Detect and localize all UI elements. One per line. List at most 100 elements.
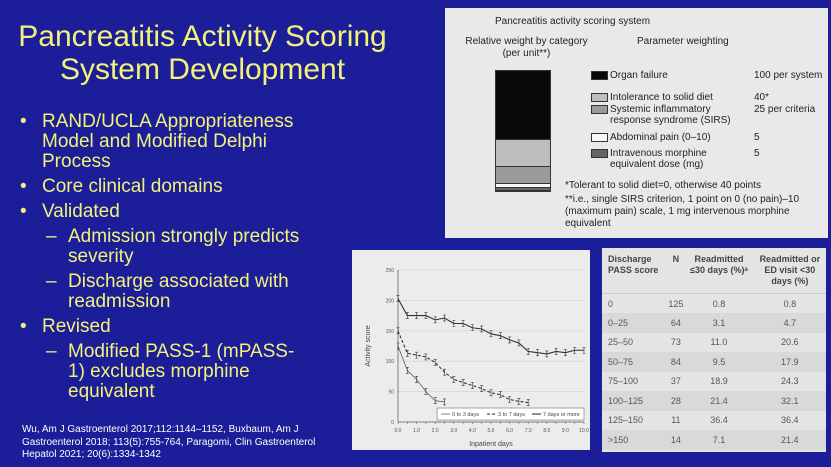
parameter-header: Parameter weighting bbox=[637, 36, 729, 47]
table-cell: 125 bbox=[668, 298, 684, 309]
data-point-errorbar bbox=[508, 396, 512, 403]
table-cell: 75–100 bbox=[608, 376, 639, 387]
parameter-label: Intravenous morphine equivalent dose (mg) bbox=[610, 148, 707, 170]
x-tick-label: 1.0 bbox=[413, 428, 420, 434]
column-header: Readmitted or ED visit <30 days (%) bbox=[753, 248, 826, 294]
series-line bbox=[397, 298, 584, 355]
data-point-errorbar bbox=[489, 330, 493, 338]
x-tick-label: 10.0 bbox=[579, 428, 589, 434]
legend-box bbox=[436, 407, 585, 421]
column-header: Readmitted ≤30 days (%)ᵃ bbox=[684, 248, 754, 294]
activity-score-chart: 0 50 100 150 200 250 0.0 1.0 2.0 3.0 4.0 5.0 6.0 7.0 8… bbox=[352, 250, 590, 450]
data-point-errorbar bbox=[582, 346, 586, 354]
table-cell: 36.4 bbox=[781, 415, 799, 426]
data-point-errorbar bbox=[536, 349, 539, 356]
x-tick-label: 6.0 bbox=[506, 428, 513, 434]
column-header: Discharge PASS score bbox=[602, 248, 668, 294]
data-point-errorbar bbox=[452, 320, 456, 327]
x-tick-label: 8.0 bbox=[543, 428, 550, 434]
x-axis-label: Inpatient days bbox=[469, 441, 513, 448]
table-cell: 9.5 bbox=[684, 352, 754, 372]
table-row: 75–100 37 18.9 24.3 bbox=[602, 372, 826, 392]
data-point-errorbar bbox=[424, 353, 428, 361]
table-row: >150 14 7.1 21.4 bbox=[602, 430, 826, 450]
table-cell: 21.4 bbox=[684, 391, 754, 411]
parameter-value: 40* bbox=[754, 92, 770, 103]
table-row: 100–125 28 21.4 32.1 bbox=[602, 391, 826, 411]
weight-stacked-bar bbox=[495, 70, 551, 192]
legend-swatch bbox=[591, 93, 608, 102]
column-header: N bbox=[667, 248, 685, 294]
sub-bullet-item: Modified PASS-1 (mPASS-1) excludes morph… bbox=[20, 342, 350, 402]
table-cell: 28 bbox=[667, 391, 685, 411]
bar-segment bbox=[496, 184, 550, 188]
x-tick-label: 9.0 bbox=[562, 428, 569, 434]
table-cell: 18.9 bbox=[710, 376, 728, 387]
legend-swatch bbox=[591, 149, 608, 158]
x-tick-label: 3.0 bbox=[450, 428, 457, 434]
slide-title: Pancreatitis Activity Scoring System Deve… bbox=[18, 20, 387, 86]
table-cell: 84 bbox=[667, 352, 685, 372]
table-row: 125–150 11 36.4 36.4 bbox=[602, 411, 826, 431]
bullet-item: Validated bbox=[20, 202, 350, 223]
parameter-value: 100 per system bbox=[754, 70, 823, 81]
footnote: **i.e., single SIRS criterion, 1 point o… bbox=[565, 194, 800, 229]
table-cell: 0.8 bbox=[712, 298, 726, 309]
legend-label: 7 days or more bbox=[543, 412, 580, 418]
data-point-errorbar bbox=[396, 327, 400, 335]
parameter-value: 5 bbox=[754, 132, 760, 143]
y-tick-label: 50 bbox=[388, 390, 394, 396]
y-tick-label: 250 bbox=[386, 268, 395, 274]
table-cell: 37 bbox=[670, 376, 681, 387]
data-point-errorbar bbox=[433, 316, 437, 324]
data-point-errorbar bbox=[470, 324, 474, 332]
table-cell: 0 bbox=[608, 298, 614, 309]
data-point-errorbar bbox=[415, 376, 419, 383]
y-tick-label: 200 bbox=[386, 298, 395, 304]
data-point-errorbar bbox=[452, 376, 456, 383]
data-point-errorbar bbox=[573, 346, 577, 354]
legend-label: 0 to 3 days bbox=[452, 412, 479, 418]
data-point-errorbar bbox=[508, 336, 512, 344]
data-point-errorbar bbox=[498, 332, 502, 339]
table-cell: 0.8 bbox=[783, 298, 797, 309]
x-tick-label: 5.0 bbox=[488, 428, 495, 434]
data-point-errorbar bbox=[443, 398, 446, 406]
table-cell: 4.7 bbox=[753, 313, 826, 333]
table-cell: 14 bbox=[667, 430, 685, 450]
data-point-errorbar bbox=[424, 388, 428, 395]
data-point-errorbar bbox=[443, 314, 446, 322]
y-tick-label: 150 bbox=[386, 329, 395, 335]
table-cell: 7.1 bbox=[684, 430, 754, 450]
x-tick-label: 4.0 bbox=[469, 428, 476, 434]
data-point-errorbar bbox=[415, 351, 419, 359]
table-cell: 3.1 bbox=[684, 313, 754, 333]
legend-swatch bbox=[591, 105, 608, 114]
data-point-errorbar bbox=[433, 397, 437, 405]
data-point-errorbar bbox=[554, 348, 558, 355]
footnote: *Tolerant to solid diet=0, otherwise 40 … bbox=[565, 180, 761, 191]
table-cell: 73 bbox=[670, 337, 681, 348]
bar-segment bbox=[496, 139, 550, 167]
data-point-errorbar bbox=[415, 312, 419, 319]
data-point-errorbar bbox=[424, 312, 428, 319]
table-cell: >150 bbox=[602, 430, 668, 450]
parameter-label: Intolerance to solid diet bbox=[610, 92, 713, 103]
table-cell: 17.9 bbox=[753, 352, 826, 372]
table-cell: 125–150 bbox=[608, 415, 644, 426]
parameter-label: Systemic inflammatory response syndrome (… bbox=[610, 104, 731, 126]
data-point-errorbar bbox=[405, 367, 409, 374]
line-chart: 0 50 100 150 200 250 0.0 1.0 2.0 3.0 4.0 5.0 6.0 7.0 8… bbox=[365, 268, 589, 448]
bullet-item: Revised bbox=[20, 317, 350, 338]
table-cell: 24.3 bbox=[781, 376, 799, 387]
table-cell: 25–50 bbox=[608, 337, 634, 348]
data-point-errorbar bbox=[461, 320, 465, 327]
legend-swatch bbox=[591, 71, 608, 80]
table-row: 25–50 73 11.0 20.6 bbox=[602, 333, 826, 353]
data-point-errorbar bbox=[563, 349, 567, 356]
x-tick-label: 7.0 bbox=[525, 428, 532, 434]
legend-label: 3 to 7 days bbox=[498, 412, 525, 418]
readmission-table: Discharge PASS score N Readmitted ≤30 days (… bbox=[602, 248, 826, 452]
